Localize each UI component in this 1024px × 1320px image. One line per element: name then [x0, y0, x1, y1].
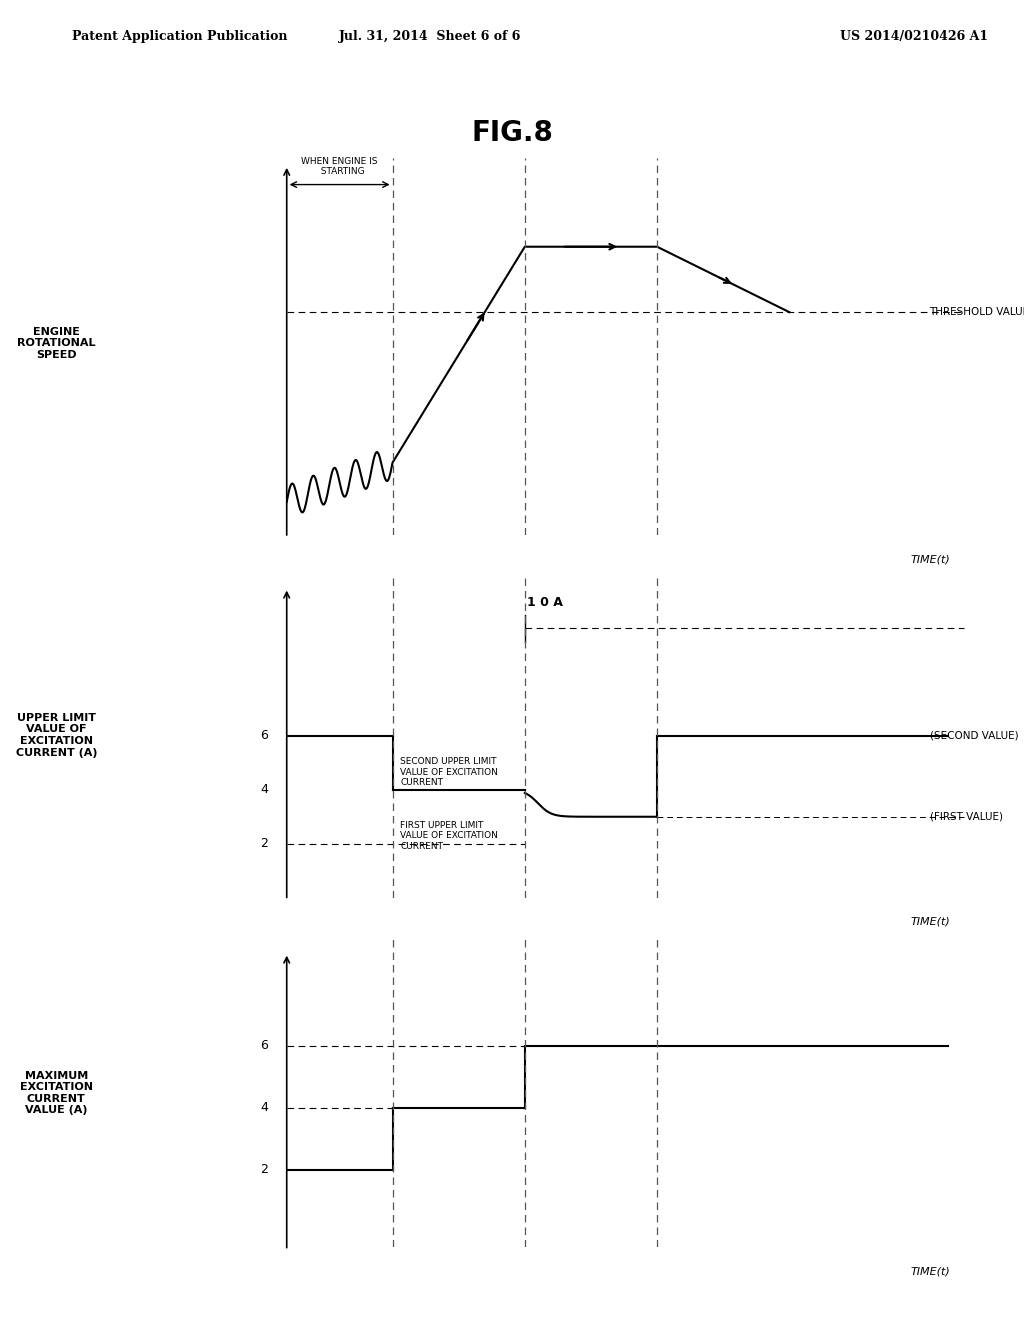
Text: (FIRST VALUE): (FIRST VALUE) — [930, 812, 1002, 822]
Text: TIME(t): TIME(t) — [911, 916, 950, 927]
Text: THRESHOLD VALUE: THRESHOLD VALUE — [930, 308, 1024, 317]
Text: UPPER LIMIT
VALUE OF
EXCITATION
CURRENT (A): UPPER LIMIT VALUE OF EXCITATION CURRENT … — [15, 713, 97, 758]
Text: FIRST UPPER LIMIT
VALUE OF EXCITATION
CURRENT: FIRST UPPER LIMIT VALUE OF EXCITATION CU… — [400, 821, 499, 850]
Text: Jul. 31, 2014  Sheet 6 of 6: Jul. 31, 2014 Sheet 6 of 6 — [339, 30, 521, 44]
Text: Patent Application Publication: Patent Application Publication — [72, 30, 287, 44]
Text: 1 0 A: 1 0 A — [527, 597, 563, 610]
Text: 2: 2 — [260, 1163, 268, 1176]
Text: 6: 6 — [260, 730, 268, 742]
Text: 6: 6 — [260, 1039, 268, 1052]
Text: (SECOND VALUE): (SECOND VALUE) — [930, 731, 1018, 741]
Text: 2: 2 — [260, 837, 268, 850]
Text: MAXIMUM
EXCITATION
CURRENT
VALUE (A): MAXIMUM EXCITATION CURRENT VALUE (A) — [19, 1071, 93, 1115]
Text: 4: 4 — [260, 783, 268, 796]
Text: SECOND UPPER LIMIT
VALUE OF EXCITATION
CURRENT: SECOND UPPER LIMIT VALUE OF EXCITATION C… — [400, 758, 499, 787]
Text: FIG.8: FIG.8 — [471, 119, 553, 147]
Text: US 2014/0210426 A1: US 2014/0210426 A1 — [840, 30, 988, 44]
Text: TIME(t): TIME(t) — [911, 554, 950, 564]
Text: 4: 4 — [260, 1101, 268, 1114]
Text: TIME(t): TIME(t) — [911, 1266, 950, 1276]
Text: WHEN ENGINE IS
  STARTING: WHEN ENGINE IS STARTING — [301, 157, 378, 177]
Text: ENGINE
ROTATIONAL
SPEED: ENGINE ROTATIONAL SPEED — [17, 326, 95, 360]
